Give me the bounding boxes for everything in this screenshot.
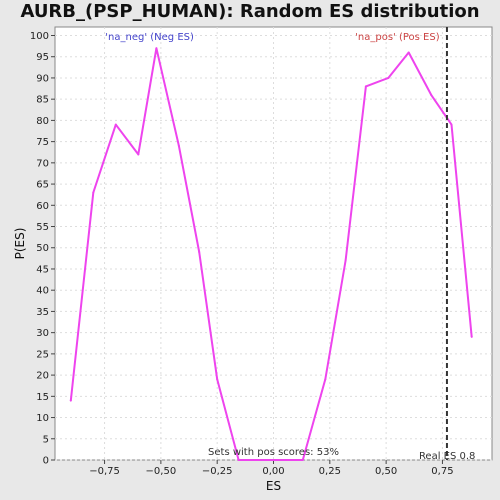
y-tick-label: 80 <box>36 116 49 127</box>
y-tick-label: 35 <box>36 307 49 318</box>
x-tick-label: 0,50 <box>375 466 397 477</box>
data-point <box>387 76 390 79</box>
x-axis-label: ES <box>266 479 281 493</box>
y-tick-label: 25 <box>36 349 49 360</box>
y-tick-label: 30 <box>36 328 49 339</box>
data-point <box>92 191 95 194</box>
axes: 0 5 10 15 20 25 30 35 40 45 50 55 60 65 70 75 80 85 90 95 10… <box>13 31 454 493</box>
data-point <box>155 47 158 50</box>
data-point <box>198 250 201 253</box>
data-point <box>258 459 261 461</box>
y-tick-label: 65 <box>36 180 49 191</box>
series-line <box>69 47 473 461</box>
y-tick-label: 85 <box>36 95 49 106</box>
data-point <box>430 93 433 96</box>
data-point <box>69 399 72 402</box>
y-tick-label: 75 <box>36 137 49 148</box>
y-tick-label: 90 <box>36 73 49 84</box>
y-tick-label: 20 <box>36 371 49 382</box>
x-tick-label: 0,00 <box>262 466 284 477</box>
y-tick-label: 55 <box>36 222 49 233</box>
y-tick-label: 60 <box>36 201 49 212</box>
sets-with-pos-scores-label: Sets with pos scores: 53% <box>208 447 339 458</box>
x-tick-label: −0,25 <box>202 466 233 477</box>
data-point <box>281 459 284 461</box>
y-tick-label: 45 <box>36 264 49 275</box>
data-point <box>114 123 117 126</box>
data-point <box>324 378 327 381</box>
data-point <box>470 335 473 338</box>
chart-title: AURB_(PSP_HUMAN): Random ES distribution <box>20 1 480 22</box>
real-es-label: Real ES 0.8 <box>419 451 475 462</box>
y-axis-label: P(ES) <box>13 228 27 260</box>
data-point <box>137 153 140 156</box>
y-tick-label: 95 <box>36 52 49 63</box>
y-tick-label: 5 <box>43 434 49 445</box>
data-point <box>177 144 180 147</box>
data-point <box>301 459 304 461</box>
y-tick-label: 50 <box>36 243 49 254</box>
y-tick-label: 0 <box>43 456 49 467</box>
data-point <box>364 85 367 88</box>
x-tick-label: −0,75 <box>89 466 120 477</box>
data-point <box>216 378 219 381</box>
data-point <box>237 459 240 461</box>
neg-es-label: 'na_neg' (Neg ES) <box>105 32 194 43</box>
data-point <box>344 259 347 262</box>
data-point <box>407 51 410 54</box>
series-layer <box>69 47 473 461</box>
y-tick-label: 10 <box>36 413 49 424</box>
y-tick-label: 40 <box>36 286 49 297</box>
data-point <box>450 123 453 126</box>
x-tick-label: 0,25 <box>319 466 341 477</box>
y-tick-label: 15 <box>36 392 49 403</box>
x-tick-label: 0,75 <box>431 466 453 477</box>
annotations: 'na_neg' (Neg ES) 'na_pos' (Pos ES) Sets w… <box>105 27 475 462</box>
pos-es-label: 'na_pos' (Pos ES) <box>355 32 440 43</box>
grid <box>55 27 492 461</box>
y-tick-label: 70 <box>36 158 49 169</box>
x-tick-label: −0,50 <box>146 466 177 477</box>
y-tick-label: 100 <box>30 31 49 42</box>
